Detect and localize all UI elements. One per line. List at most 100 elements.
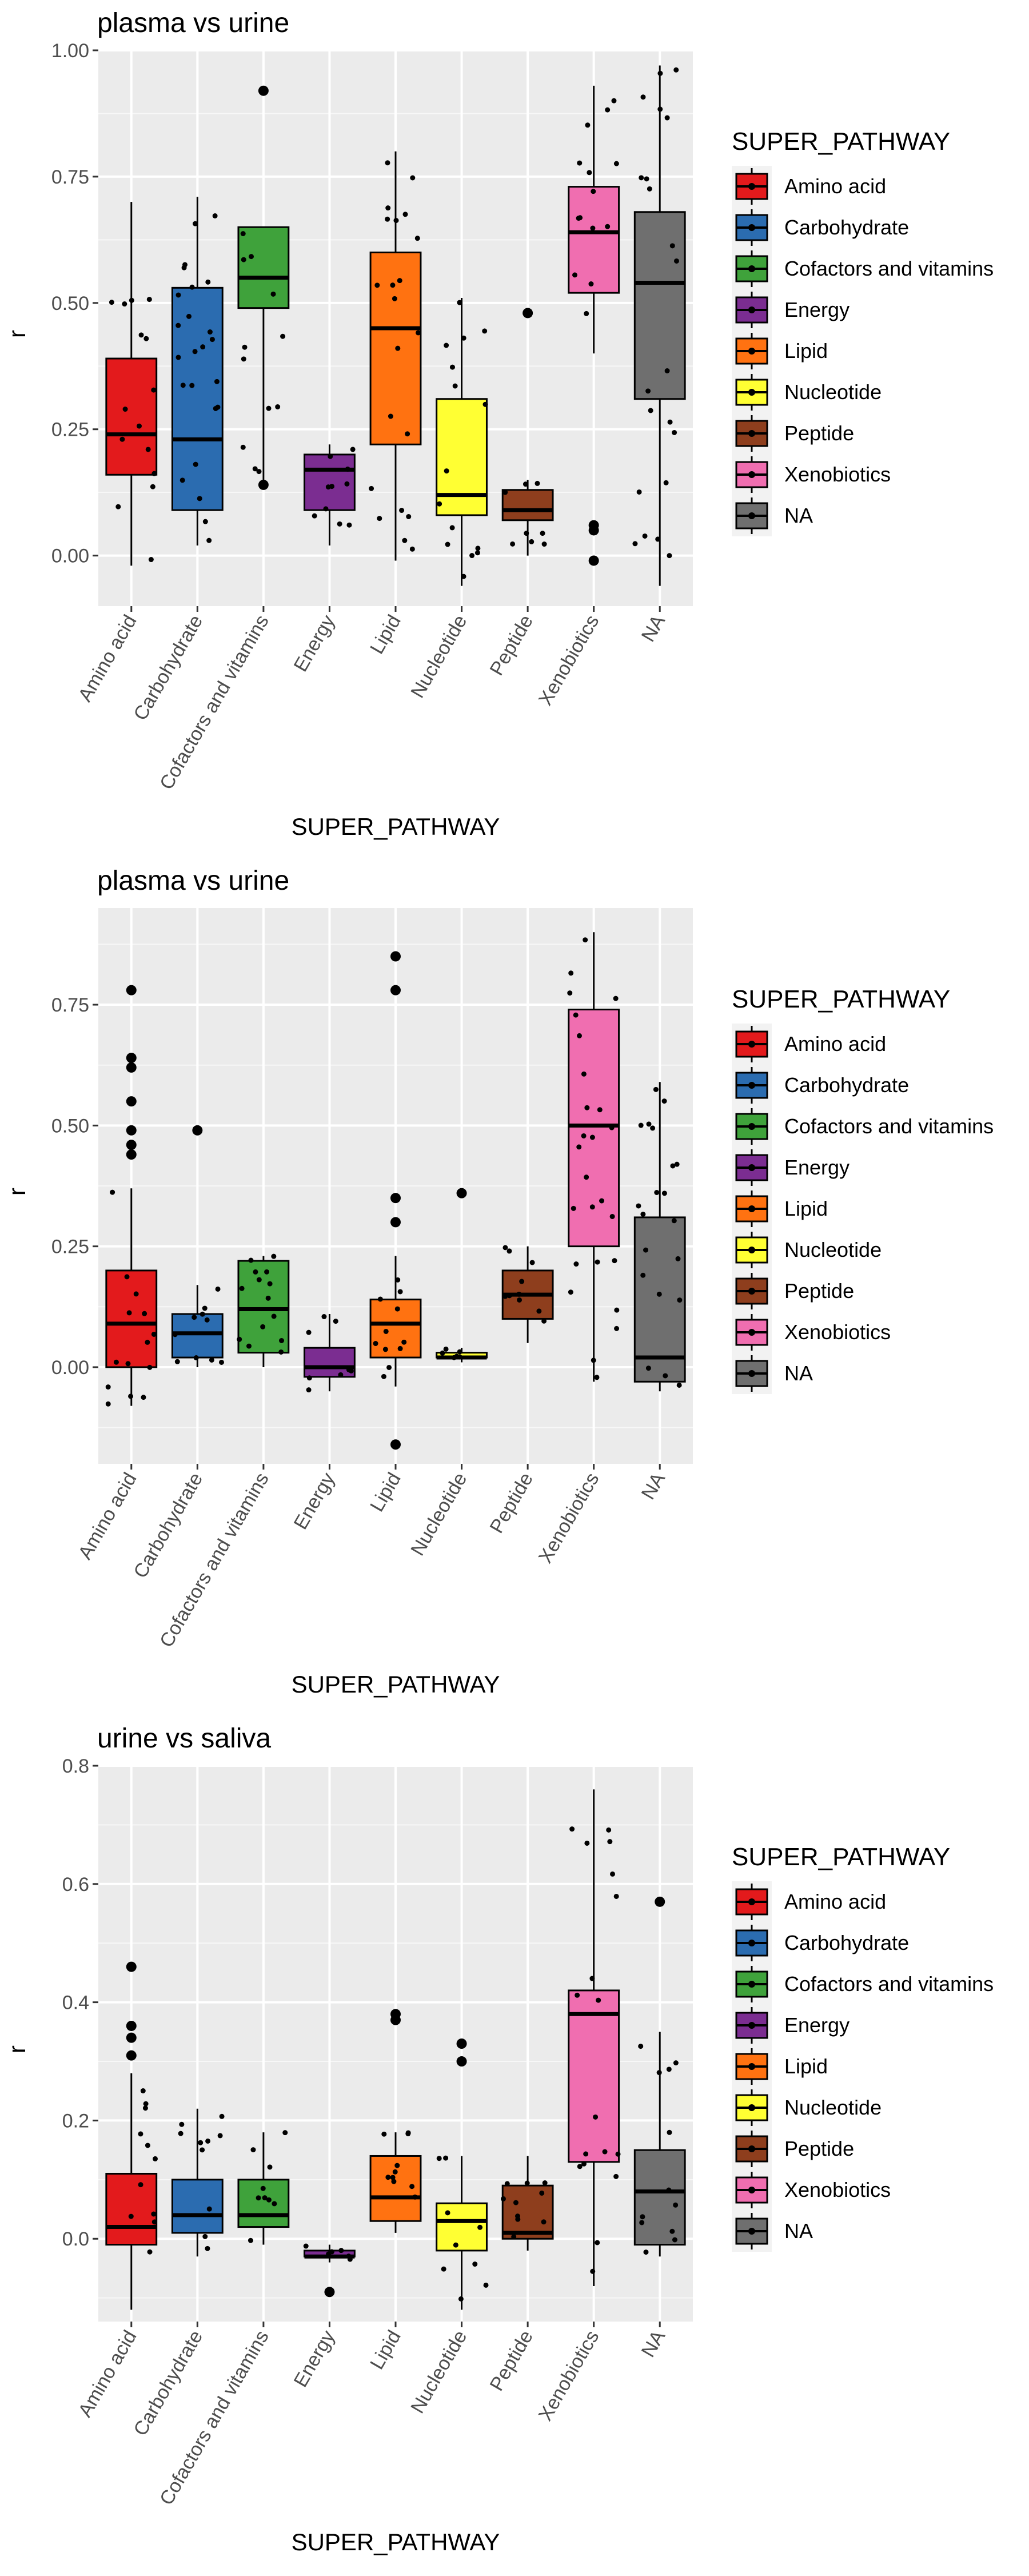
legend-item: Carbohydrate bbox=[732, 1065, 909, 1106]
jitter-point bbox=[506, 1248, 512, 1254]
jitter-point bbox=[180, 383, 186, 388]
chart-title: urine vs saliva bbox=[97, 1723, 271, 1754]
jitter-point bbox=[405, 2131, 411, 2137]
jitter-point bbox=[613, 996, 619, 1001]
x-axis-title: SUPER_PATHWAY bbox=[292, 2529, 500, 2555]
jitter-point bbox=[392, 296, 397, 301]
legend-item: NA bbox=[732, 2211, 813, 2252]
outlier-point bbox=[258, 479, 269, 490]
jitter-point bbox=[575, 1992, 580, 1998]
box-amino-acid bbox=[105, 202, 158, 566]
jitter-point bbox=[176, 323, 181, 328]
box-amino-acid bbox=[105, 1961, 158, 2310]
legend-title: SUPER_PATHWAY bbox=[732, 1843, 950, 1871]
box-carbohydrate bbox=[171, 197, 224, 546]
outlier-point bbox=[126, 2032, 137, 2043]
y-tick-label: 0.00 bbox=[51, 1357, 89, 1379]
jitter-point bbox=[275, 404, 281, 409]
jitter-point bbox=[436, 2156, 442, 2161]
jitter-point bbox=[589, 1976, 595, 1981]
jitter-point bbox=[136, 423, 142, 429]
x-tick-label: Peptide bbox=[485, 2327, 537, 2395]
jitter-point bbox=[115, 504, 121, 509]
jitter-point bbox=[385, 160, 390, 166]
box-xenobiotics bbox=[568, 1789, 621, 2286]
jitter-point bbox=[178, 2131, 184, 2136]
jitter-point bbox=[145, 2143, 150, 2148]
jitter-point bbox=[669, 243, 675, 249]
legend-label: Nucleotide bbox=[784, 380, 882, 404]
jitter-point bbox=[571, 1205, 576, 1211]
jitter-point bbox=[392, 2169, 398, 2175]
jitter-point bbox=[664, 368, 670, 373]
box-iqr bbox=[568, 1989, 620, 2163]
jitter-point bbox=[445, 2210, 450, 2216]
jitter-point bbox=[242, 344, 248, 350]
box-xenobiotics bbox=[568, 85, 620, 566]
jitter-point bbox=[346, 1367, 352, 1373]
outlier-point bbox=[126, 1096, 137, 1107]
x-tick-label: Amino acid bbox=[74, 2327, 141, 2421]
legend-item: Lipid bbox=[732, 331, 828, 372]
legend-label: NA bbox=[784, 504, 813, 527]
jitter-point bbox=[377, 516, 382, 521]
x-tick-label: Carbohydrate bbox=[129, 611, 207, 724]
legend-item: Lipid bbox=[732, 1188, 828, 1229]
box-peptide bbox=[501, 308, 554, 556]
box-iqr bbox=[171, 2179, 224, 2234]
legend-key-point bbox=[748, 1940, 755, 1946]
jitter-point bbox=[399, 508, 405, 513]
jitter-point bbox=[202, 1305, 208, 1311]
jitter-point bbox=[437, 501, 442, 507]
jitter-point bbox=[646, 1121, 652, 1127]
jitter-point bbox=[262, 2195, 268, 2201]
jitter-point bbox=[673, 258, 679, 264]
jitter-point bbox=[524, 2180, 530, 2186]
legend-label: Cofactors and vitamins bbox=[784, 257, 994, 280]
legend-key-point bbox=[748, 2228, 755, 2235]
jitter-point bbox=[406, 513, 412, 519]
jitter-point bbox=[270, 291, 276, 297]
jitter-point bbox=[189, 284, 195, 290]
jitter-point bbox=[583, 2151, 589, 2157]
jitter-point bbox=[344, 481, 350, 487]
jitter-point bbox=[138, 2182, 143, 2188]
outlier-point bbox=[390, 1439, 401, 1450]
box-iqr bbox=[105, 2172, 158, 2246]
legend-key-point bbox=[748, 1329, 755, 1336]
jitter-point bbox=[523, 481, 528, 487]
y-tick-label: 0.2 bbox=[62, 2110, 89, 2132]
jitter-point bbox=[179, 2121, 185, 2127]
jitter-point bbox=[445, 542, 450, 547]
jitter-point bbox=[267, 2164, 273, 2170]
jitter-point bbox=[636, 489, 642, 495]
legend-key-point bbox=[748, 1247, 755, 1253]
legend-key-point bbox=[748, 2187, 755, 2193]
legend-item: Peptide bbox=[732, 2128, 854, 2169]
jitter-point bbox=[590, 225, 596, 231]
outlier-point bbox=[126, 1140, 137, 1150]
jitter-point bbox=[477, 2224, 483, 2230]
jitter-point bbox=[388, 413, 393, 419]
jitter-point bbox=[614, 1325, 620, 1331]
jitter-point bbox=[584, 1840, 590, 1846]
box-na bbox=[632, 65, 686, 586]
jitter-point bbox=[524, 531, 529, 536]
jitter-point bbox=[145, 1339, 150, 1345]
legend-label: Xenobiotics bbox=[784, 2178, 891, 2201]
outlier-point bbox=[192, 1125, 203, 1136]
box-iqr bbox=[171, 1313, 224, 1359]
jitter-point bbox=[666, 2187, 672, 2193]
jitter-point bbox=[483, 2282, 489, 2288]
legend-key-point bbox=[748, 265, 755, 272]
legend-item: Xenobiotics bbox=[732, 1312, 891, 1353]
jitter-point bbox=[672, 429, 677, 435]
jitter-point bbox=[214, 379, 220, 384]
jitter-point bbox=[416, 330, 421, 336]
jitter-point bbox=[391, 2179, 397, 2184]
box-lipid bbox=[369, 2009, 422, 2233]
legend-item: Cofactors and vitamins bbox=[732, 1964, 994, 2005]
jitter-point bbox=[663, 480, 669, 485]
jitter-point bbox=[536, 1308, 542, 1314]
box-iqr bbox=[304, 1347, 356, 1378]
